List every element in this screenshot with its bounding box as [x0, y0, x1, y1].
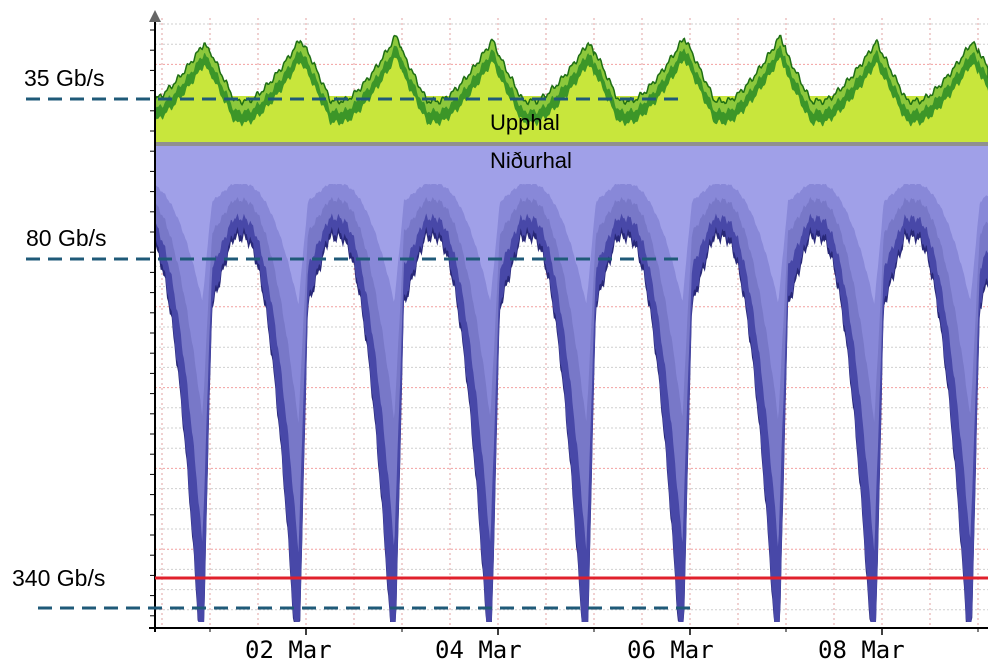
ref-label-340: 340 Gb/s	[12, 565, 105, 591]
reference-lines	[26, 97, 988, 610]
ref-label-80: 80 Gb/s	[26, 225, 107, 251]
ref-label-35: 35 Gb/s	[24, 65, 105, 91]
x-tick-label-02-mar: 02 Mar	[245, 636, 332, 664]
upload-layer-2	[155, 57, 988, 144]
x-tick-label-06-mar: 06 Mar	[627, 636, 714, 664]
axes	[149, 10, 988, 635]
separator-line	[155, 142, 988, 146]
x-tick-label-08-mar: 08 Mar	[818, 636, 905, 664]
x-tick-label-04-mar: 04 Mar	[435, 636, 522, 664]
series-label-download: Niðurhal	[490, 148, 572, 173]
download-layer-4	[155, 146, 988, 305]
y-axis-arrow	[149, 10, 161, 22]
upload-area	[154, 34, 988, 146]
series-label-upload: Upphal	[490, 110, 560, 135]
download-area	[155, 146, 988, 622]
